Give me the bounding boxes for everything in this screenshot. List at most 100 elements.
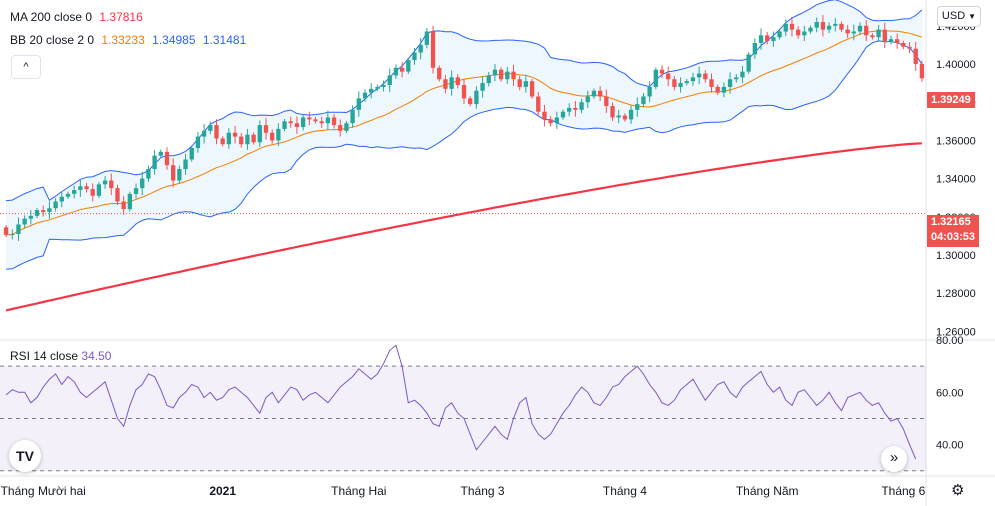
candle-body (777, 31, 782, 38)
candle-body (257, 125, 262, 143)
candle-body (864, 25, 869, 36)
candle-body (851, 31, 857, 34)
rsi-line (5, 344, 917, 460)
candle-body (901, 42, 906, 47)
candle-body (140, 178, 145, 189)
candle-body (41, 210, 46, 213)
candle-body (721, 86, 727, 93)
time-tick-label: Tháng 6 (881, 484, 925, 498)
currency-selector[interactable]: USD ▼ (937, 6, 981, 27)
candle-body (424, 31, 430, 45)
last-price-tag: 1.39249 (927, 92, 975, 108)
candle-body (505, 71, 510, 80)
candle-body (585, 96, 590, 103)
candle-body (820, 21, 826, 30)
candle-body (523, 81, 529, 87)
candle-body (350, 109, 355, 124)
price-tick-label: 1.40000 (936, 59, 976, 71)
candle-body (839, 23, 844, 30)
candle-body (573, 107, 578, 110)
bb-legend[interactable]: BB 20 close 2 0 1.33233 1.34985 1.31481 (10, 33, 250, 47)
candle-body (696, 73, 702, 78)
time-tick-label: Tháng Năm (736, 484, 799, 498)
candle-body (338, 125, 343, 131)
candle-body (245, 134, 250, 145)
gear-icon: ⚙ (951, 482, 965, 499)
candle-body (480, 83, 485, 91)
candle-body (393, 67, 399, 76)
candle-body (474, 90, 479, 105)
candle-body (443, 79, 448, 89)
candle-body (276, 128, 281, 141)
candle-body (115, 188, 120, 202)
candle-body (752, 42, 757, 55)
ma200-line (5, 142, 922, 312)
candle-body (455, 77, 460, 85)
candle-body (319, 121, 324, 124)
rsi-tick-label: 80.00 (936, 335, 964, 347)
candle-body (511, 71, 516, 80)
price-tick-label: 1.34000 (936, 174, 976, 186)
candle-body (96, 184, 102, 196)
candle-body (894, 39, 900, 43)
candle-body (164, 151, 170, 166)
collapse-legend-button[interactable]: ^ (11, 55, 41, 79)
candle-body (412, 52, 417, 61)
candle-body (362, 92, 368, 99)
bb-legend-basis-value: 1.33233 (101, 33, 145, 47)
candle-body (709, 79, 714, 87)
candle-body (492, 69, 498, 76)
candle-body (28, 215, 34, 219)
candle-body (554, 117, 559, 124)
candle-body (734, 77, 739, 80)
candle-body (437, 67, 442, 80)
tradingview-logo[interactable]: TV (9, 440, 41, 472)
settings-gear-icon[interactable]: ⚙ (951, 481, 964, 499)
candle-body (870, 35, 875, 38)
time-tick-label: Tháng Hai (331, 484, 386, 498)
candle-body (78, 186, 83, 191)
candle-body (214, 125, 219, 139)
bb-legend-upper-value: 1.34985 (152, 33, 196, 47)
candle-body (195, 136, 201, 149)
candle-body (647, 86, 652, 97)
candle-body (356, 98, 361, 110)
candle-body (610, 106, 615, 118)
candle-body (727, 79, 733, 87)
candle-body (158, 151, 163, 156)
candle-body (622, 115, 628, 120)
candle-body (635, 104, 640, 110)
candle-body (449, 77, 454, 89)
candle-body (548, 119, 553, 124)
candle-body (307, 117, 312, 120)
candle-body (814, 21, 819, 28)
scroll-to-realtime-button[interactable]: » (881, 446, 907, 472)
countdown-price-tag: 1.32165 04:03:53 (927, 215, 980, 247)
candle-body (628, 109, 634, 120)
candle-body (220, 138, 225, 145)
candle-body (232, 132, 238, 137)
candle-body (765, 35, 770, 42)
candle-body (536, 96, 541, 112)
candle-body (715, 86, 720, 93)
candle-body (177, 169, 182, 181)
time-tick-label: 2021 (209, 484, 236, 498)
double-chevron-right-icon: » (889, 449, 899, 466)
candle-body (529, 81, 535, 97)
candle-body (666, 73, 671, 80)
candle-body (795, 29, 801, 36)
time-tick-label: Tháng 3 (461, 484, 505, 498)
rsi-legend[interactable]: RSI 14 close 34.50 (10, 349, 111, 363)
candle-body (288, 121, 293, 124)
candle-body (53, 201, 58, 209)
candle-body (678, 83, 683, 87)
candle-body (789, 23, 795, 30)
ma-legend[interactable]: MA 200 close 0 1.37816 (10, 10, 147, 24)
candle-body (152, 155, 157, 170)
candle-body (888, 39, 894, 42)
candle-body (208, 125, 213, 131)
candle-body (802, 31, 807, 36)
bollinger-lower-line (6, 40, 923, 270)
candle-body (369, 88, 374, 93)
